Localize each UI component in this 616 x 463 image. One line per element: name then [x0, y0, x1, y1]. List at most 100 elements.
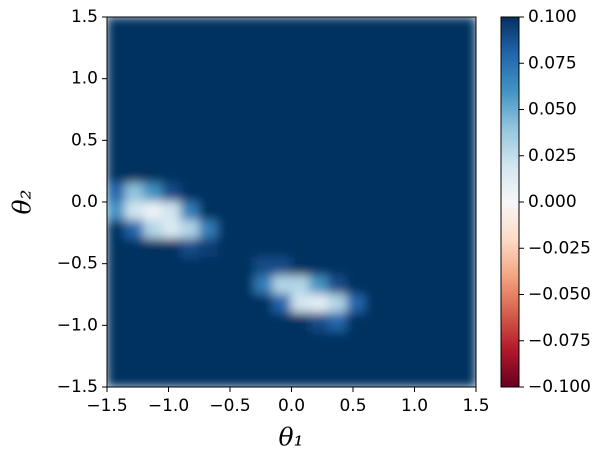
- heat-cell: [217, 109, 237, 129]
- heat-cell: [309, 53, 329, 73]
- heat-cell: [383, 201, 403, 221]
- heat-cell: [180, 72, 200, 92]
- heat-cell: [309, 349, 329, 369]
- heat-cell: [107, 238, 126, 258]
- heat-cell: [217, 183, 237, 203]
- heat-cell: [198, 53, 219, 73]
- heat-cell: [420, 368, 440, 387]
- heatmap-cells: [107, 17, 476, 387]
- heat-cell: [272, 164, 292, 184]
- heat-cell: [309, 220, 329, 240]
- heat-cell: [235, 331, 256, 351]
- heat-cell: [235, 349, 256, 369]
- heat-cell: [401, 90, 422, 110]
- heat-cell: [254, 294, 274, 314]
- heat-cell: [235, 368, 256, 387]
- heat-cell: [180, 90, 200, 110]
- heat-cell: [254, 35, 274, 55]
- heat-cell: [180, 146, 200, 166]
- heat-cell: [272, 368, 292, 387]
- heat-cell: [346, 164, 366, 184]
- heat-cell: [143, 109, 163, 129]
- heat-cell: [235, 17, 256, 36]
- heat-cell: [107, 109, 126, 129]
- heat-cell: [364, 349, 385, 369]
- heat-cell: [124, 331, 145, 351]
- heat-cell: [254, 349, 274, 369]
- heat-cell: [198, 275, 219, 295]
- heat-cell: [143, 90, 163, 110]
- heat-cell: [272, 127, 292, 147]
- heat-cell: [327, 17, 348, 36]
- heat-cell: [383, 275, 403, 295]
- heat-cell: [161, 201, 182, 221]
- heat-cell: [291, 201, 311, 221]
- heat-cell: [291, 53, 311, 73]
- heat-cell: [161, 72, 182, 92]
- heat-cell: [457, 72, 476, 92]
- heat-cell: [161, 17, 182, 36]
- heat-cell: [161, 368, 182, 387]
- heat-cell: [438, 201, 459, 221]
- heat-cell: [327, 349, 348, 369]
- heat-cell: [235, 146, 256, 166]
- heat-cell: [161, 183, 182, 203]
- heat-cell: [107, 90, 126, 110]
- heat-cell: [401, 53, 422, 73]
- heat-cell: [235, 312, 256, 332]
- heat-cell: [383, 312, 403, 332]
- heat-cell: [107, 331, 126, 351]
- heat-cell: [401, 257, 422, 277]
- heat-cell: [291, 257, 311, 277]
- heat-cell: [457, 257, 476, 277]
- heat-cell: [143, 127, 163, 147]
- heat-cell: [161, 238, 182, 258]
- heat-cell: [272, 183, 292, 203]
- heat-cell: [438, 109, 459, 129]
- heat-cell: [327, 90, 348, 110]
- heat-cell: [383, 183, 403, 203]
- heat-cell: [254, 109, 274, 129]
- heat-cell: [457, 220, 476, 240]
- heat-cell: [457, 201, 476, 221]
- heat-cell: [107, 294, 126, 314]
- heat-cell: [383, 53, 403, 73]
- heat-cell: [107, 17, 126, 36]
- heat-cell: [180, 53, 200, 73]
- heat-cell: [327, 275, 348, 295]
- heat-cell: [383, 220, 403, 240]
- heat-cell: [143, 368, 163, 387]
- heat-cell: [401, 183, 422, 203]
- heat-cell: [420, 275, 440, 295]
- heat-cell: [291, 331, 311, 351]
- x-tick-label: −1.0: [148, 396, 189, 416]
- heat-cell: [198, 164, 219, 184]
- heat-cell: [107, 257, 126, 277]
- heat-cell: [124, 146, 145, 166]
- colorbar: [500, 16, 520, 388]
- x-tick-label: −1.5: [86, 396, 127, 416]
- heat-cell: [254, 183, 274, 203]
- heat-cell: [143, 312, 163, 332]
- heat-cell: [235, 238, 256, 258]
- heat-cell: [438, 331, 459, 351]
- heat-cell: [438, 294, 459, 314]
- heat-cell: [124, 17, 145, 36]
- heat-cell: [107, 368, 126, 387]
- heat-cell: [383, 35, 403, 55]
- colorbar-tick-label: −0.050: [528, 285, 591, 305]
- heat-cell: [198, 368, 219, 387]
- heat-cell: [217, 220, 237, 240]
- heat-cell: [364, 331, 385, 351]
- heat-cell: [217, 146, 237, 166]
- heat-cell: [107, 72, 126, 92]
- heat-cell: [346, 312, 366, 332]
- heat-cell: [438, 35, 459, 55]
- heat-cell: [254, 238, 274, 258]
- heat-cell: [217, 331, 237, 351]
- heat-cell: [107, 349, 126, 369]
- x-tick-label: −0.5: [209, 396, 250, 416]
- heat-cell: [161, 53, 182, 73]
- heat-cell: [383, 368, 403, 387]
- heat-cell: [107, 183, 126, 203]
